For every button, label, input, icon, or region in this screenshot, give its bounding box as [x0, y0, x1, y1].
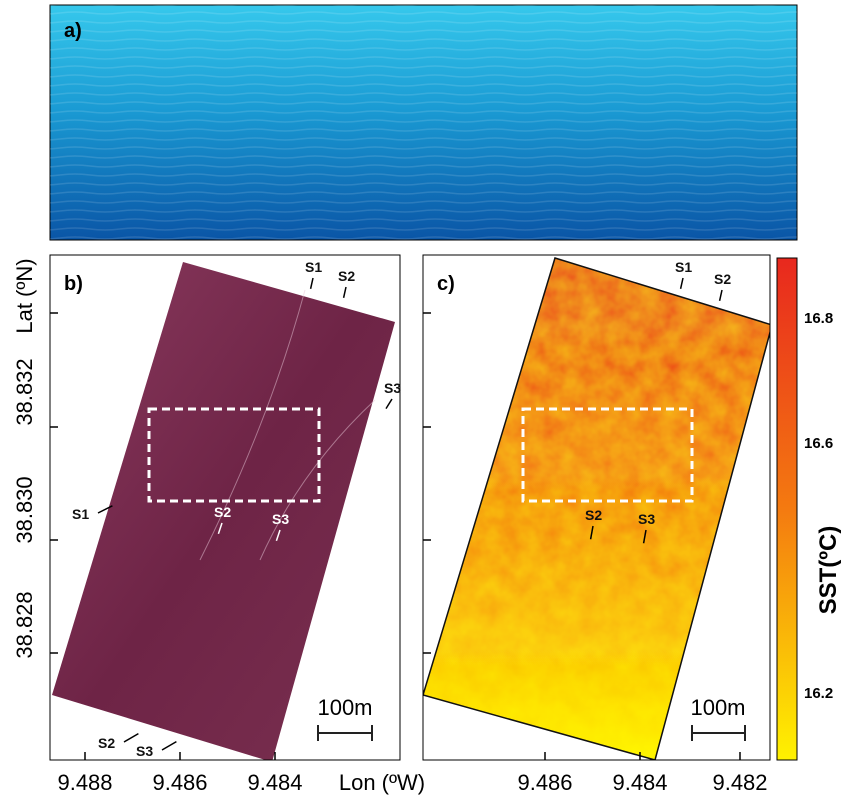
y-tick-label: 38.828 — [12, 591, 37, 658]
annotations: S1 S2 S3 S1 S2 S3 S2 S3 S1 S2 S2 S3 — [72, 259, 731, 759]
arrow — [679, 277, 684, 289]
panel-label: a) — [64, 20, 82, 42]
arrow — [123, 732, 139, 743]
annotation: S3 — [272, 511, 289, 527]
waves — [50, 5, 797, 240]
annotation: S2 — [214, 504, 231, 520]
arrow — [385, 398, 393, 409]
annotation: S1 — [305, 259, 322, 275]
annotation: S2 — [585, 507, 602, 523]
frame — [49, 254, 401, 761]
arrow — [589, 525, 594, 540]
y-axis-title: Lat (ºN) — [12, 258, 37, 333]
x-tick-label: 9.484 — [247, 770, 302, 795]
y-tick-label: 38.832 — [12, 358, 37, 425]
panel-label: c) — [437, 273, 455, 295]
arrow — [97, 505, 113, 514]
arrow — [161, 740, 177, 751]
y-tick-label: 38.830 — [12, 476, 37, 543]
annotation: S3 — [136, 743, 153, 759]
scale-bar — [317, 725, 373, 741]
arrow — [642, 529, 647, 544]
sst-map — [423, 258, 770, 760]
annotation: S2 — [338, 268, 355, 284]
frame — [422, 254, 771, 761]
arrow — [217, 522, 223, 535]
ticks — [50, 312, 741, 760]
colorbar-tick: 16.8 — [804, 310, 833, 327]
x-tick-label: 9.486 — [517, 770, 572, 795]
arrow — [342, 286, 347, 298]
annotation: S2 — [714, 271, 731, 287]
panel-label: b) — [64, 273, 83, 295]
outline — [423, 257, 770, 760]
annotation: S3 — [638, 511, 655, 527]
colorbar-tick: 16.6 — [804, 435, 833, 452]
x-tick-label: 9.482 — [712, 770, 767, 795]
airplane — [76, 264, 126, 395]
airplane — [450, 264, 500, 388]
colorbar-title: SST(ºC) — [815, 526, 842, 615]
scale-bar — [691, 725, 746, 741]
annotation: S3 — [384, 380, 401, 396]
roi — [147, 407, 321, 503]
slick — [199, 289, 306, 561]
annotation: S1 — [675, 259, 692, 275]
x-tick-label: 9.486 — [152, 770, 207, 795]
arrow — [275, 529, 281, 542]
scale-label: 100m — [690, 695, 745, 720]
arrow — [309, 277, 314, 289]
x-axis-title: Lon (ºW) — [339, 770, 425, 795]
x-tick-label: 9.488 — [57, 770, 112, 795]
annotation: S1 — [72, 506, 89, 522]
slick — [259, 399, 376, 561]
colorbar — [776, 257, 798, 761]
x-axis: 9.488 9.486 9.484 Lon (ºW) 9.486 9.484 9… — [57, 770, 767, 795]
colorbar-tick: 16.2 — [804, 685, 833, 702]
arrow — [718, 289, 723, 301]
annotation: S2 — [98, 735, 115, 751]
y-axis: 38.828 38.830 38.832 Lat (ºN) — [12, 258, 37, 658]
roi — [521, 407, 694, 503]
scale-label: 100m — [317, 695, 372, 720]
x-tick-label: 9.484 — [612, 770, 667, 795]
